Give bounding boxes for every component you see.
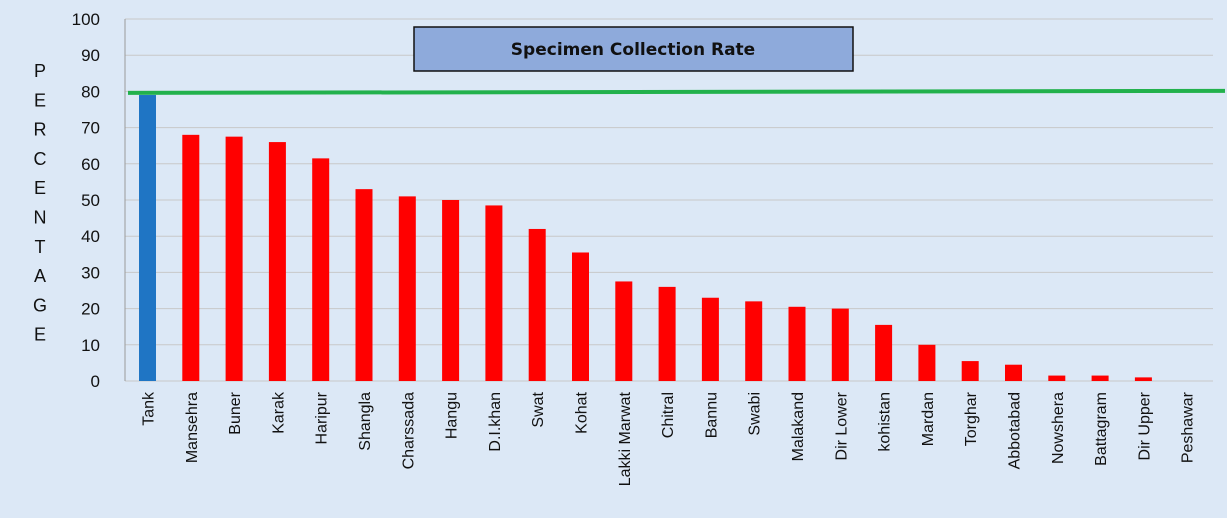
x-tick-label: Lakki Marwat [617, 391, 634, 486]
x-tick-label: Nowshera [1050, 392, 1067, 464]
bar-bannu [701, 297, 719, 381]
chart-title: Specimen Collection Rate [511, 40, 755, 60]
y-axis-label-letter: N [34, 208, 47, 228]
bar-tank [139, 95, 156, 382]
bar-dir-lower [831, 308, 849, 381]
x-tick-label: Buner [227, 391, 244, 434]
bar-abbotabad [1005, 364, 1022, 381]
x-tick-label: Malakand [790, 392, 807, 461]
y-tick-label: 50 [81, 191, 100, 210]
bar-charssada [398, 196, 416, 381]
bar-karak [268, 142, 286, 381]
x-tick-label: Battagram [1093, 392, 1110, 466]
bar-kohistan [875, 324, 893, 381]
bar-mansehra [182, 134, 200, 381]
bars [139, 95, 1152, 382]
bar-nowshera [1048, 375, 1066, 381]
x-tick-label: Dir Lower [833, 391, 850, 460]
bar-hangu [442, 200, 460, 381]
x-tick-label: Shangla [357, 392, 374, 451]
bar-d-i-khan [485, 205, 503, 381]
y-tick-label: 0 [91, 372, 100, 391]
x-tick-label: Peshawar [1180, 391, 1197, 463]
x-axis-categories: Tank Mansehra Buner Karak Haripur Shangla Char… [141, 391, 1197, 486]
y-tick-label: 90 [81, 46, 100, 65]
target-line [127, 88, 1226, 95]
x-tick-label: D.I.khan [487, 392, 504, 452]
title-box [413, 26, 854, 72]
y-axis-label-letter: R [34, 120, 47, 140]
bar-battagram [1091, 375, 1109, 381]
bar-malakand [788, 306, 806, 381]
bar-lakki-marwat [615, 281, 633, 381]
x-tick-label: Mansehra [184, 392, 201, 463]
y-tick-label: 60 [81, 155, 100, 174]
y-axis-label-letter: T [35, 237, 46, 257]
x-tick-label: Haripur [314, 391, 331, 444]
y-axis-label-letter: E [34, 178, 46, 198]
x-tick-label: Swat [530, 391, 547, 427]
bar-swat [528, 228, 546, 381]
x-tick-label: Hangu [444, 392, 461, 439]
bar-mardan [918, 344, 936, 381]
y-tick-label: 20 [81, 300, 100, 319]
x-tick-label: Kohat [574, 391, 591, 433]
x-tick-label: Swabi [747, 392, 764, 436]
x-tick-label: Dir Upper [1136, 391, 1153, 460]
x-tick-label: Torghar [963, 391, 980, 446]
y-tick-label: 70 [81, 119, 100, 138]
bar-chitral [658, 286, 676, 381]
y-tick-label: 80 [81, 82, 100, 101]
x-tick-label: Karak [270, 391, 287, 434]
y-axis-label-letter: C [34, 149, 47, 169]
y-axis-label-letter: E [34, 325, 46, 345]
bar-torghar [961, 361, 979, 381]
bar-haripur [312, 158, 330, 381]
target-line-80 [127, 88, 1226, 95]
y-tick-label: 100 [72, 10, 100, 29]
x-tick-label: Mardan [920, 392, 937, 446]
x-tick-label: Chitral [660, 392, 677, 438]
x-tick-label: Charssada [400, 392, 417, 469]
chart-title-box: Specimen Collection Rate [413, 26, 854, 72]
y-axis-label-letter: A [34, 266, 46, 286]
bar-shangla [355, 189, 373, 381]
bar-kohat [572, 252, 589, 381]
y-tick-label: 30 [81, 263, 100, 282]
x-tick-label: Tank [141, 391, 158, 426]
y-axis-label-letter: G [33, 295, 47, 315]
x-tick-label: Abbotabad [1007, 392, 1024, 469]
x-tick-label: Bannu [703, 392, 720, 438]
bar-buner [225, 136, 243, 381]
y-tick-label: 10 [81, 336, 100, 355]
y-axis-label-letter: E [34, 90, 46, 110]
y-axis-label-letter: P [34, 61, 46, 81]
x-tick-label: kohistan [877, 392, 894, 452]
y-tick-label: 40 [81, 227, 100, 246]
bar-dir-upper [1134, 377, 1152, 381]
y-axis-ticks: 0 10 20 30 40 50 60 70 80 90 100 [72, 10, 100, 391]
bar-swabi [745, 301, 763, 381]
